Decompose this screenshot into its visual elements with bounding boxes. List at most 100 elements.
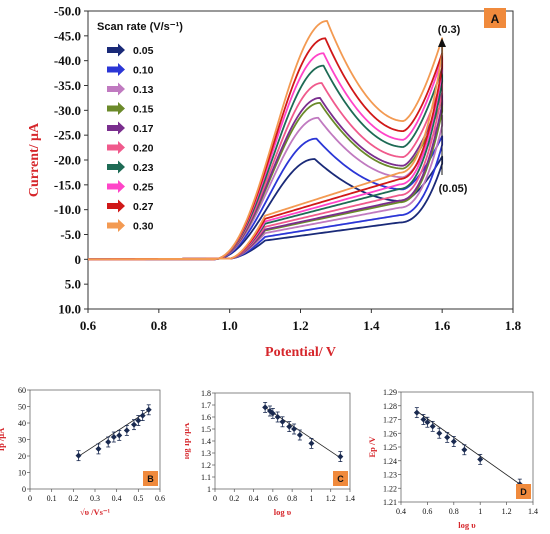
x-tick-label: 0.1 (47, 494, 57, 503)
panel-badge-label: A (491, 12, 500, 26)
y-axis-label: Ip /μA (0, 427, 6, 451)
y-axis-label: Ep /V (368, 436, 377, 458)
diamond-marker (274, 414, 281, 420)
x-tick-label: 0.6 (422, 507, 432, 516)
legend-label: 0.20 (133, 143, 154, 155)
x-tick-label: 1.4 (528, 507, 538, 516)
y-tick-label: 1.23 (383, 471, 397, 480)
diamond-marker (145, 406, 152, 413)
diamond-marker (429, 423, 436, 430)
x-axis-label: √υ /Vs⁻¹ (80, 507, 110, 517)
diamond-marker (135, 417, 142, 424)
y-tick-label: 0 (75, 252, 82, 267)
panel-badge (333, 471, 348, 486)
diamond-marker (123, 427, 130, 434)
y-tick-label: 10.0 (58, 302, 81, 317)
diamond-marker (269, 410, 276, 417)
diamond-marker (436, 430, 443, 437)
panel-badge (484, 8, 506, 28)
data-point (95, 443, 102, 455)
annotation-bottom: (0.05) (439, 183, 468, 195)
legend-item-0-30: 0.30 (107, 219, 154, 233)
diamond-marker (266, 408, 273, 414)
legend-arrow-icon (107, 82, 125, 96)
diamond-marker (279, 418, 286, 425)
y-tick-label: -40.0 (54, 53, 81, 68)
y-tick-label: 1.7 (201, 401, 211, 410)
x-tick-label: 0.8 (287, 494, 297, 503)
y-tick-label: -50.0 (54, 4, 81, 19)
legend-label: 0.10 (133, 65, 154, 77)
legend-label: 0.30 (133, 221, 154, 233)
data-point (429, 420, 436, 432)
data-point (420, 414, 427, 425)
x-tick-label: 0.3 (90, 494, 100, 503)
data-point (139, 410, 146, 421)
x-tick-label: 0.8 (449, 507, 459, 516)
y-tick-label: 50 (18, 403, 26, 412)
fit-line (416, 410, 521, 485)
legend-item-0-05: 0.05 (107, 43, 154, 57)
y-tick-label: -10.0 (54, 202, 81, 217)
y-tick-label: 10 (18, 469, 26, 478)
legend-item-0-17: 0.17 (107, 121, 154, 135)
y-tick-label: -30.0 (54, 103, 81, 118)
legend-arrow-icon (107, 121, 125, 135)
y-tick-label: 60 (18, 386, 26, 395)
data-point (279, 416, 286, 428)
x-tick-label: 1.2 (292, 318, 308, 333)
plot-area (214, 392, 351, 490)
diamond-marker (286, 423, 293, 430)
y-tick-label: 1.29 (383, 388, 397, 397)
y-tick-label: -20.0 (54, 153, 81, 168)
x-tick-label: 0.6 (268, 494, 278, 503)
diamond-marker (461, 446, 468, 453)
data-point (477, 453, 484, 465)
y-tick-label: 1.24 (383, 457, 397, 466)
annotation-top: (0.3) (438, 24, 461, 36)
y-tick-label: 1.27 (383, 416, 397, 425)
panel-badge (143, 471, 158, 486)
y-tick-label: 20 (18, 452, 26, 461)
legend-label: 0.05 (133, 45, 154, 57)
diamond-marker (75, 452, 82, 459)
x-tick-label: 1.4 (345, 494, 355, 503)
y-tick-label: 1.8 (201, 389, 211, 398)
y-tick-label: 1 (207, 485, 211, 494)
data-point (461, 444, 468, 456)
x-tick-label: 0.4 (396, 507, 406, 516)
x-tick-label: 0.8 (151, 318, 168, 333)
data-point (75, 450, 82, 462)
y-tick-label: 30 (18, 436, 26, 445)
x-tick-label: 0.6 (80, 318, 97, 333)
panel-badge-label: D (520, 487, 527, 497)
increase-arrow-head-icon (438, 38, 446, 47)
data-point (145, 404, 152, 416)
diamond-marker (308, 440, 315, 447)
chart-c-log-ip-vs-log-scan-rate: 1 1.1 1.2 1.3 1.4 1.5 1.6 1.7 1.8 0 0.2 0.4 0.6 0.8 1 1… (185, 389, 355, 517)
y-tick-label: -35.0 (54, 78, 81, 93)
data-point (291, 423, 298, 435)
data-point (296, 429, 303, 441)
diamond-marker (95, 445, 102, 452)
data-point (274, 411, 281, 423)
y-tick-label: 40 (18, 419, 26, 428)
x-tick-label: 0.4 (112, 494, 122, 503)
x-tick-label: 1 (478, 507, 482, 516)
panel-badge-label: C (337, 474, 344, 484)
x-tick-label: 0.6 (155, 494, 165, 503)
legend-arrow-icon (107, 180, 125, 193)
x-tick-label: 0.4 (249, 494, 259, 503)
legend-item-0-23: 0.23 (107, 160, 154, 174)
diamond-marker (420, 416, 427, 423)
y-tick-label: 1.21 (383, 498, 397, 507)
x-tick-label: 1.2 (502, 507, 512, 516)
legend-label: 0.13 (133, 84, 154, 96)
diamond-marker (291, 426, 298, 432)
diamond-marker (296, 432, 303, 438)
legend-label: 0.25 (133, 182, 154, 194)
y-tick-label: 1.22 (383, 484, 397, 493)
diamond-marker (337, 453, 344, 460)
diamond-marker (110, 434, 117, 441)
diamond-marker (262, 404, 269, 411)
